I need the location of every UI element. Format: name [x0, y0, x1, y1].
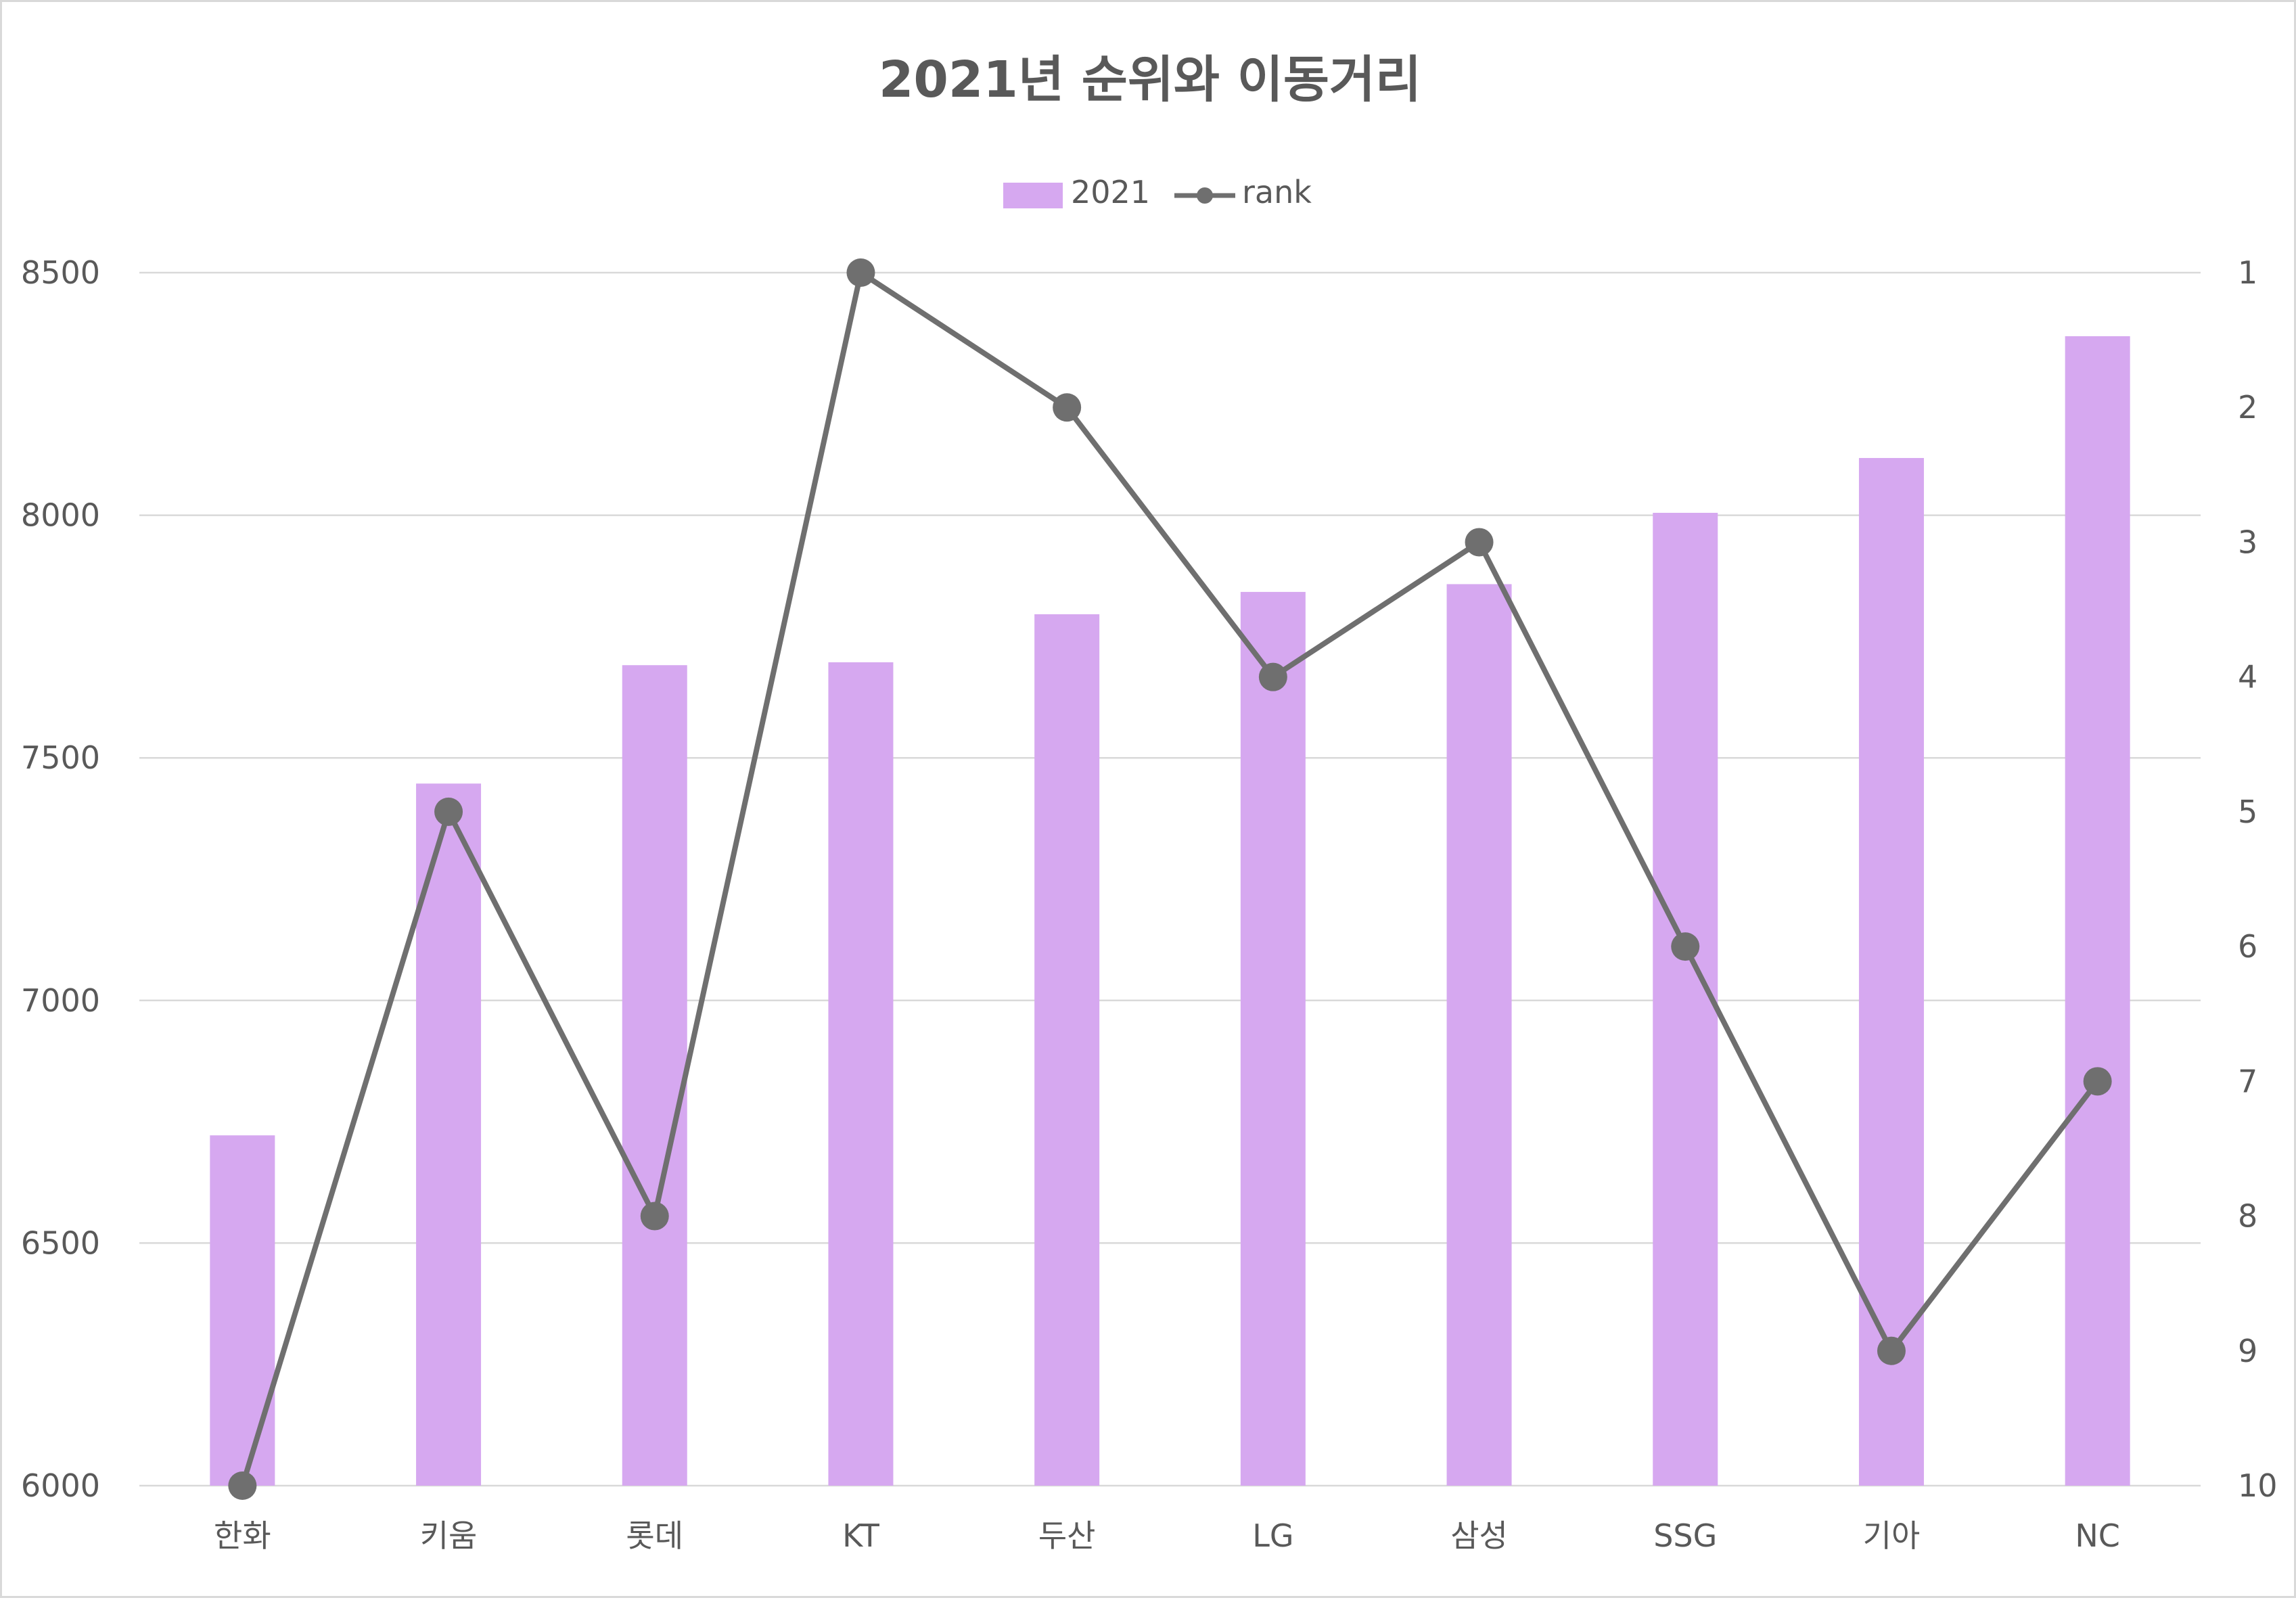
left-tick-label: 7000: [21, 982, 100, 1019]
category-label: 키움: [420, 1517, 478, 1554]
bar-삼성: [1446, 584, 1512, 1486]
category-label: NC: [2075, 1517, 2120, 1554]
bar-키움: [416, 783, 482, 1486]
right-tick-label: 4: [2238, 659, 2257, 695]
legend-marker-dot: [1197, 187, 1213, 204]
bar-NC: [2065, 336, 2130, 1486]
bar-series: [210, 336, 2130, 1486]
rank-point-키움: [434, 797, 463, 826]
right-tick-label: 1: [2238, 254, 2257, 291]
right-tick-label: 3: [2238, 524, 2257, 560]
category-label: 두산: [1038, 1517, 1096, 1554]
rank-point-KT: [846, 258, 875, 287]
gridlines: [139, 271, 2201, 1487]
category-label: 삼성: [1450, 1517, 1508, 1554]
rank-point-기아: [1877, 1336, 1906, 1365]
right-tick-label: 9: [2238, 1333, 2257, 1369]
left-tick-label: 6000: [21, 1467, 100, 1504]
category-labels: 한화 키움 롯데 KT 두산 LG 삼성 SSG 기아 NC: [214, 1517, 2120, 1554]
left-tick-label: 8500: [21, 254, 100, 291]
right-tick-label: 2: [2238, 389, 2257, 426]
rank-point-NC: [2083, 1067, 2112, 1096]
bar-KT: [828, 662, 894, 1486]
bar-롯데: [622, 665, 687, 1486]
rank-point-롯데: [640, 1202, 669, 1231]
right-axis-ticks: 1 2 3 4 5 6 7 8 9 10: [2238, 254, 2278, 1504]
bar-기아: [1858, 457, 1924, 1486]
left-tick-label: 8000: [21, 497, 100, 534]
bar-두산: [1034, 614, 1100, 1486]
rank-line: [239, 270, 2100, 1487]
category-label: SSG: [1653, 1517, 1717, 1554]
left-tick-label: 6500: [21, 1225, 100, 1261]
rank-point-두산: [1053, 393, 1082, 422]
right-tick-label: 5: [2238, 794, 2257, 830]
right-tick-label: 7: [2238, 1063, 2257, 1099]
bar-SSG: [1653, 513, 1718, 1486]
chart-title: 2021년 순위와 이동거리: [879, 51, 1421, 109]
category-label: 롯데: [626, 1517, 683, 1554]
bar-LG: [1240, 591, 1306, 1486]
right-tick-label: 10: [2238, 1467, 2278, 1504]
legend-swatch-bar: [1003, 183, 1063, 208]
rank-point-한화: [228, 1471, 257, 1500]
rank-point-삼성: [1465, 528, 1494, 557]
right-tick-label: 8: [2238, 1198, 2257, 1235]
category-label: 기아: [1863, 1517, 1921, 1554]
left-tick-label: 7500: [21, 739, 100, 776]
legend-label-line: rank: [1242, 174, 1312, 210]
legend-label-bar: 2021: [1071, 174, 1150, 210]
category-label: LG: [1252, 1517, 1293, 1554]
right-tick-label: 6: [2238, 928, 2257, 965]
line-series: [228, 258, 2112, 1500]
category-label: 한화: [214, 1517, 271, 1554]
rank-point-SSG: [1671, 932, 1700, 961]
bar-한화: [210, 1135, 275, 1486]
left-axis-ticks: 6000 6500 7000 7500 8000 8500: [21, 254, 100, 1504]
category-label: KT: [842, 1517, 880, 1554]
legend: 2021 rank: [1003, 174, 1312, 210]
rank-point-LG: [1258, 662, 1287, 691]
